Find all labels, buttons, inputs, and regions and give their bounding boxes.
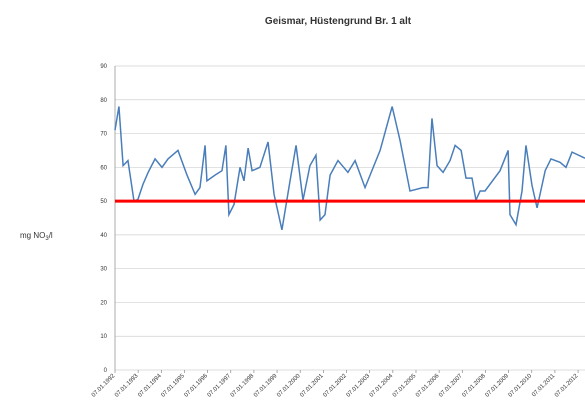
y-tick-label: 70 bbox=[100, 132, 107, 138]
data-line bbox=[114, 106, 585, 230]
x-tick-label: 07.01.1995 bbox=[160, 373, 186, 399]
x-tick-label: 07.01.2006 bbox=[415, 373, 441, 399]
x-tick-label: 07.01.1999 bbox=[253, 373, 279, 399]
y-tick-label: 60 bbox=[100, 165, 107, 171]
y-tick-label: 20 bbox=[100, 300, 107, 306]
y-tick-label: 50 bbox=[100, 199, 107, 205]
x-tick-label: 07.01.2004 bbox=[369, 373, 395, 399]
y-tick-label: 0 bbox=[104, 368, 108, 374]
x-tick-label: 07.01.2003 bbox=[346, 373, 372, 399]
x-tick-label: 07.01.1997 bbox=[207, 373, 233, 399]
y-tick-label: 30 bbox=[100, 267, 107, 273]
x-tick-label: 07.01.1992 bbox=[91, 373, 117, 399]
x-tick-label: 07.01.1994 bbox=[137, 373, 163, 399]
y-label-prefix: mg NO bbox=[20, 231, 45, 240]
y-tick-label: 10 bbox=[100, 334, 107, 340]
y-tick-label: 40 bbox=[100, 233, 107, 239]
chart-title: Geismar, Hüstengrund Br. 1 alt bbox=[265, 16, 412, 27]
x-tick-label: 07.01.2001 bbox=[299, 373, 325, 399]
x-tick-label: 07.01.1996 bbox=[184, 373, 210, 399]
x-tick-label: 07.01.2002 bbox=[322, 373, 348, 399]
y-tick-label: 90 bbox=[100, 64, 107, 70]
y-label-sub: 3 bbox=[45, 236, 49, 242]
y-tick-label: 80 bbox=[100, 98, 107, 104]
x-tick-label: 07.01.2010 bbox=[508, 373, 534, 399]
x-tick-label: 07.01.2009 bbox=[485, 373, 511, 399]
x-tick-label: 07.01.2005 bbox=[392, 373, 418, 399]
x-tick-label: 07.01.2008 bbox=[461, 373, 487, 399]
x-tick-label: 07.01.2007 bbox=[438, 373, 464, 399]
y-label-suffix: /l bbox=[49, 231, 53, 240]
x-tick-label: 07.01.2012 bbox=[554, 373, 580, 399]
y-axis-label: mg NO3/l bbox=[20, 231, 53, 242]
x-tick-label: 07.01.1993 bbox=[114, 373, 140, 399]
x-tick-label: 07.01.1998 bbox=[230, 373, 256, 399]
x-tick-label: 07.01.2000 bbox=[276, 373, 302, 399]
